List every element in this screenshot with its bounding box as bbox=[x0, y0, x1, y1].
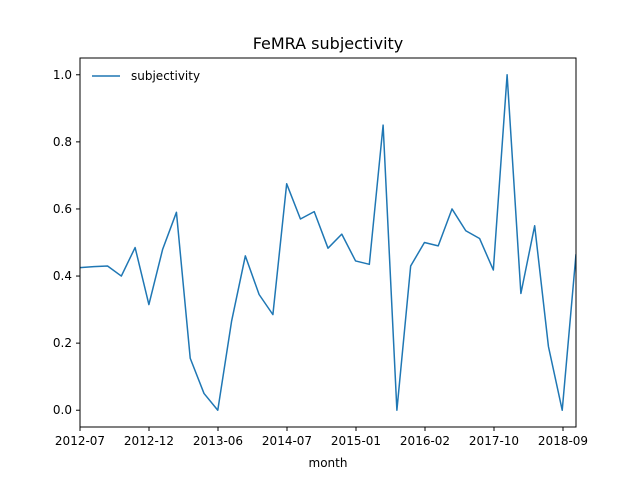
series-line-subjectivity bbox=[80, 74, 576, 411]
y-tick-label: 1.0 bbox=[53, 68, 72, 82]
data-point bbox=[313, 210, 316, 213]
data-point bbox=[189, 357, 192, 360]
chart-title: FeMRA subjectivity bbox=[253, 34, 404, 53]
x-tick-label: 2013-06 bbox=[193, 434, 243, 448]
data-point bbox=[561, 409, 564, 412]
x-tick-label: 2018-09 bbox=[538, 434, 588, 448]
x-axis-label: month bbox=[309, 456, 348, 470]
data-point bbox=[506, 73, 509, 76]
data-point bbox=[203, 392, 206, 395]
y-tick-label: 0.2 bbox=[53, 336, 72, 350]
data-point bbox=[547, 345, 550, 348]
data-point bbox=[120, 275, 123, 278]
data-point bbox=[230, 320, 233, 323]
data-point bbox=[258, 293, 261, 296]
x-tick-label: 2016-02 bbox=[400, 434, 450, 448]
data-point bbox=[533, 224, 536, 227]
legend-label-subjectivity: subjectivity bbox=[131, 69, 200, 83]
x-tick-label: 2015-01 bbox=[331, 434, 381, 448]
x-tick-label: 2012-12 bbox=[124, 434, 174, 448]
data-point bbox=[327, 247, 330, 250]
y-tick-label: 0.0 bbox=[53, 403, 72, 417]
data-point bbox=[451, 207, 454, 210]
data-point bbox=[519, 292, 522, 295]
axes-frame bbox=[79, 57, 577, 428]
x-tick-label: 2014-07 bbox=[262, 434, 312, 448]
plot-area: 0.0 0.2 0.4 0.6 0.8 1.0 2012-07 2012-12 2013-06 2… bbox=[53, 57, 588, 448]
data-point bbox=[423, 241, 426, 244]
x-tick-label: 2012-07 bbox=[55, 434, 105, 448]
data-point bbox=[437, 244, 440, 247]
data-point bbox=[271, 313, 274, 316]
data-point bbox=[106, 264, 109, 267]
data-point bbox=[354, 259, 357, 262]
data-point bbox=[299, 218, 302, 221]
data-point bbox=[340, 233, 343, 236]
data-point bbox=[244, 254, 247, 257]
data-point bbox=[409, 264, 412, 267]
data-point bbox=[395, 409, 398, 412]
data-point bbox=[492, 269, 495, 272]
y-tick-label: 0.8 bbox=[53, 135, 72, 149]
data-point bbox=[368, 263, 371, 266]
data-point bbox=[285, 182, 288, 185]
y-tick-label: 0.6 bbox=[53, 202, 72, 216]
data-point bbox=[175, 211, 178, 214]
data-point bbox=[147, 303, 150, 306]
data-point bbox=[92, 265, 95, 268]
y-tick-label: 0.4 bbox=[53, 269, 72, 283]
data-point bbox=[134, 246, 137, 249]
data-point bbox=[161, 248, 164, 251]
data-point bbox=[478, 237, 481, 240]
data-point bbox=[464, 229, 467, 232]
data-point bbox=[216, 409, 219, 412]
data-point bbox=[382, 124, 385, 127]
x-tick-label: 2017-10 bbox=[469, 434, 519, 448]
